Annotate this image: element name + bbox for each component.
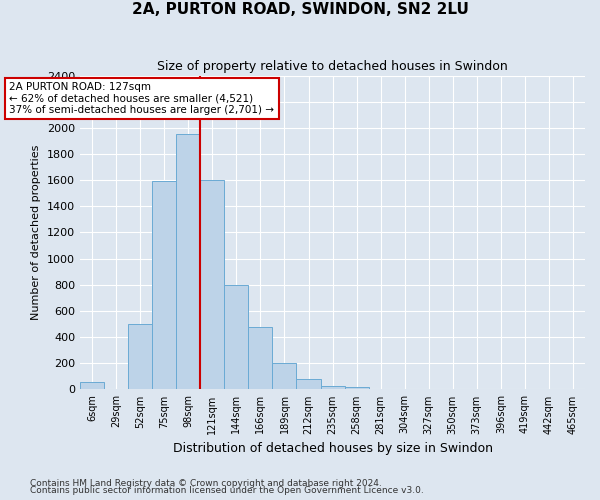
Bar: [224, 285, 248, 390]
Text: Contains public sector information licensed under the Open Government Licence v3: Contains public sector information licen…: [30, 486, 424, 495]
Bar: [152, 182, 176, 390]
Bar: [176, 134, 200, 390]
Bar: [320, 386, 344, 390]
Bar: [200, 180, 224, 390]
X-axis label: Distribution of detached houses by size in Swindon: Distribution of detached houses by size …: [173, 442, 493, 455]
Text: Contains HM Land Registry data © Crown copyright and database right 2024.: Contains HM Land Registry data © Crown c…: [30, 478, 382, 488]
Title: Size of property relative to detached houses in Swindon: Size of property relative to detached ho…: [157, 60, 508, 73]
Bar: [296, 379, 320, 390]
Bar: [272, 364, 296, 390]
Bar: [80, 382, 104, 390]
Bar: [344, 387, 368, 390]
Bar: [248, 326, 272, 390]
Text: 2A, PURTON ROAD, SWINDON, SN2 2LU: 2A, PURTON ROAD, SWINDON, SN2 2LU: [131, 2, 469, 18]
Y-axis label: Number of detached properties: Number of detached properties: [31, 145, 41, 320]
Bar: [128, 324, 152, 390]
Text: 2A PURTON ROAD: 127sqm
← 62% of detached houses are smaller (4,521)
37% of semi-: 2A PURTON ROAD: 127sqm ← 62% of detached…: [10, 82, 274, 115]
